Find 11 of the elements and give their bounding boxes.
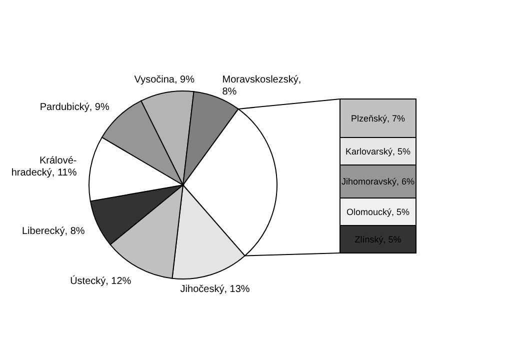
slice-label: Pardubický, 9% <box>40 102 110 113</box>
data-label: Karlovarský, 5% <box>345 146 411 156</box>
slice-label: Jihočeský, 13% <box>180 284 250 296</box>
slice-label: Liberecký, 8% <box>22 226 85 237</box>
slice-label: Králové-hradecký, 11% <box>11 156 77 179</box>
data-label: Olomoucký, 5% <box>346 206 410 217</box>
data-label: Plzeňský, 7% <box>350 113 406 124</box>
slice-label: Moravskoslezský, 8% <box>222 74 302 98</box>
slice-label: Vysočina, 9% <box>134 74 195 86</box>
data-label: Jihomoravský, 6% <box>341 176 415 186</box>
slice-label: Ústecký, 12% <box>70 274 132 287</box>
